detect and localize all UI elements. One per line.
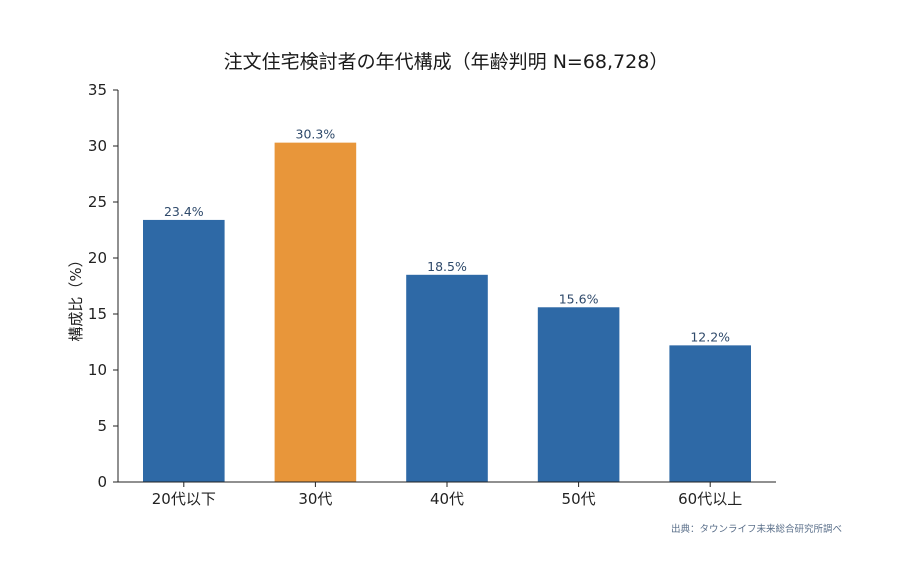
chart-title: 注文住宅検討者の年代構成（年齢判明 N=68,728） xyxy=(224,51,669,73)
x-tick-label: 40代 xyxy=(430,490,464,508)
bar xyxy=(274,142,357,482)
y-tick-label: 0 xyxy=(97,473,107,491)
data-label: 23.4% xyxy=(164,204,204,219)
data-label: 15.6% xyxy=(559,291,599,306)
x-tick-label: 60代以上 xyxy=(678,490,742,508)
bar xyxy=(406,274,488,482)
bar xyxy=(669,345,751,482)
x-tick-label: 30代 xyxy=(298,490,332,508)
bar xyxy=(537,307,620,482)
bars: 23.4% 30.3% 18.5% 15.6% 12.2% xyxy=(143,127,751,483)
y-tick-label: 30 xyxy=(88,137,107,155)
data-label: 30.3% xyxy=(296,127,336,142)
data-label: 18.5% xyxy=(427,259,467,274)
x-axis-ticks: 20代以下 30代 40代 50代 60代以上 xyxy=(152,482,742,508)
y-tick-label: 5 xyxy=(97,417,107,435)
y-tick-label: 25 xyxy=(88,193,107,211)
source-note: 出典：タウンライフ未来総合研究所調べ xyxy=(671,523,842,535)
y-tick-label: 10 xyxy=(88,361,107,379)
x-tick-label: 20代以下 xyxy=(152,490,216,508)
y-axis-ticks: 0 5 10 15 20 25 30 35 xyxy=(88,81,118,491)
y-tick-label: 20 xyxy=(88,249,107,267)
bar xyxy=(143,219,225,483)
x-tick-label: 50代 xyxy=(562,490,596,508)
data-label: 12.2% xyxy=(690,329,730,344)
y-axis-label: 構成比（%） xyxy=(67,252,85,341)
y-tick-label: 15 xyxy=(88,305,107,323)
y-tick-label: 35 xyxy=(88,81,107,99)
